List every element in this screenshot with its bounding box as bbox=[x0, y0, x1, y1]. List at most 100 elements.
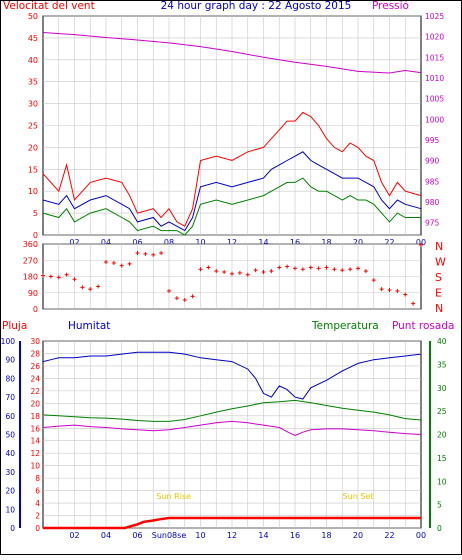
rain-axis-label: Pluja bbox=[2, 320, 27, 332]
humidity-tick-label: 10 bbox=[5, 505, 15, 514]
humidity-tick-label: 0 bbox=[10, 524, 15, 533]
compass-label: W bbox=[435, 256, 446, 269]
direction-tick-label: 360 bbox=[23, 240, 38, 249]
chart-title: 24 hour graph day : 22 Agosto 2015 bbox=[161, 0, 352, 12]
climate-x-tick-label: 00 bbox=[416, 531, 426, 540]
wind-speed-axis-label: Velocitat del vent bbox=[3, 0, 95, 12]
compass-label: E bbox=[435, 287, 442, 300]
climate-x-tick-label: 02 bbox=[69, 531, 79, 540]
wind-speed-tick-label: 30 bbox=[28, 100, 38, 109]
direction-tick-label: 180 bbox=[23, 273, 38, 282]
climate-x-tick-label: 22 bbox=[384, 531, 394, 540]
rain-tick-label: 22 bbox=[30, 387, 40, 396]
climate-x-tick-label: 10 bbox=[195, 531, 205, 540]
wind-speed-tick-label: 0 bbox=[33, 231, 38, 240]
sunset-label: Sun Set bbox=[343, 492, 374, 501]
wind-series-red-line bbox=[42, 111, 422, 227]
direction-tick-label: 90 bbox=[28, 289, 38, 298]
sunrise-label: Sun Rise bbox=[156, 492, 191, 501]
pressure-tick-label: 1010 bbox=[425, 74, 444, 83]
wind-x-tick-label: 12 bbox=[227, 238, 237, 247]
pressure-tick-label: 980 bbox=[425, 198, 440, 207]
climate-x-tick-label: 12 bbox=[227, 531, 237, 540]
temperature-tick-label: 5 bbox=[437, 501, 442, 510]
wind-speed-tick-label: 45 bbox=[28, 34, 38, 43]
rain-tick-label: 18 bbox=[30, 412, 40, 421]
direction-tick-label: 0 bbox=[33, 305, 38, 314]
rain-tick-label: 4 bbox=[35, 499, 40, 508]
wind-x-tick-label: 14 bbox=[258, 238, 268, 247]
humidity-tick-label: 90 bbox=[5, 356, 15, 365]
climate-x-tick-label: 18 bbox=[321, 531, 331, 540]
temperature-tick-label: 15 bbox=[437, 454, 447, 463]
wind-x-tick-label: 20 bbox=[353, 238, 363, 247]
wind-x-tick-label: 16 bbox=[290, 238, 300, 247]
rain-tick-label: 28 bbox=[30, 349, 40, 358]
rain-tick-label: 8 bbox=[35, 474, 40, 483]
wind-x-tick-label: 02 bbox=[69, 238, 79, 247]
humidity-tick-label: 70 bbox=[5, 393, 15, 402]
humidity-tick-label: 40 bbox=[5, 449, 15, 458]
pressure-tick-label: 1000 bbox=[425, 115, 444, 124]
rain-tick-label: 12 bbox=[30, 449, 40, 458]
temperature-series-line bbox=[42, 399, 422, 422]
temperature-tick-label: 20 bbox=[437, 431, 447, 440]
climate-x-tick-label: Sun08se bbox=[152, 531, 187, 540]
pressure-tick-label: 995 bbox=[425, 136, 440, 145]
humidity-tick-label: 30 bbox=[5, 468, 15, 477]
climate-x-tick-label: 20 bbox=[353, 531, 363, 540]
rain-tick-label: 24 bbox=[30, 374, 40, 383]
pressure-tick-label: 1015 bbox=[425, 53, 444, 62]
humidity-series-line bbox=[42, 351, 422, 400]
rain-tick-label: 0 bbox=[35, 524, 40, 533]
wind-x-tick-label: 10 bbox=[195, 238, 205, 247]
wind-x-tick-label: 22 bbox=[384, 238, 394, 247]
wind-speed-tick-label: 50 bbox=[28, 12, 38, 21]
climate-x-tick-label: 14 bbox=[258, 531, 268, 540]
pressure-axis-label: Pressió bbox=[372, 0, 409, 12]
humidity-tick-label: 100 bbox=[1, 337, 16, 346]
compass-label: N bbox=[435, 240, 443, 253]
humidity-tick-label: 60 bbox=[5, 412, 15, 421]
pressure-tick-label: 985 bbox=[425, 177, 440, 186]
pressure-tick-label: 1025 bbox=[425, 12, 444, 21]
temperature-tick-label: 35 bbox=[437, 360, 447, 369]
wind-series-green-line bbox=[42, 177, 421, 236]
rain-tick-label: 10 bbox=[30, 462, 40, 471]
pressure-tick-label: 990 bbox=[425, 157, 440, 166]
rain-tick-label: 26 bbox=[30, 362, 40, 371]
wind-speed-tick-label: 10 bbox=[28, 187, 38, 196]
rain-tick-label: 2 bbox=[35, 512, 40, 521]
compass-label: N bbox=[435, 302, 443, 315]
dew-point-axis-label: Punt rosada bbox=[392, 320, 454, 332]
temperature-tick-label: 25 bbox=[437, 407, 447, 416]
humidity-tick-label: 20 bbox=[5, 487, 15, 496]
direction-tick-label: 270 bbox=[23, 256, 38, 265]
humidity-tick-label: 50 bbox=[5, 431, 15, 440]
rain-tick-label: 30 bbox=[30, 337, 40, 346]
rain-tick-label: 6 bbox=[35, 487, 40, 496]
humidity-axis-label: Humitat bbox=[68, 320, 110, 332]
wind-x-tick-label: 04 bbox=[101, 238, 111, 247]
temperature-axis-label: Temperatura bbox=[311, 320, 379, 332]
temperature-tick-label: 30 bbox=[437, 384, 447, 393]
pressure-tick-label: 975 bbox=[425, 219, 440, 228]
dew-point-series-line bbox=[42, 420, 422, 436]
wind-speed-tick-label: 5 bbox=[33, 209, 38, 218]
wind-x-tick-label: 18 bbox=[321, 238, 331, 247]
wind-speed-tick-label: 15 bbox=[28, 165, 38, 174]
wind-speed-tick-label: 35 bbox=[28, 78, 38, 87]
wind-speed-tick-label: 40 bbox=[28, 56, 38, 65]
climate-x-tick-label: 06 bbox=[132, 531, 142, 540]
climate-x-tick-label: 04 bbox=[101, 531, 111, 540]
wind-x-tick-label: 00 bbox=[416, 238, 426, 247]
rain-tick-label: 16 bbox=[30, 424, 40, 433]
rain-tick-label: 14 bbox=[30, 437, 40, 446]
temperature-tick-label: 10 bbox=[437, 477, 447, 486]
temperature-tick-label: 0 bbox=[437, 524, 442, 533]
wind-speed-tick-label: 25 bbox=[28, 122, 38, 131]
wind-speed-tick-label: 20 bbox=[28, 143, 38, 152]
temperature-tick-label: 40 bbox=[437, 337, 447, 346]
